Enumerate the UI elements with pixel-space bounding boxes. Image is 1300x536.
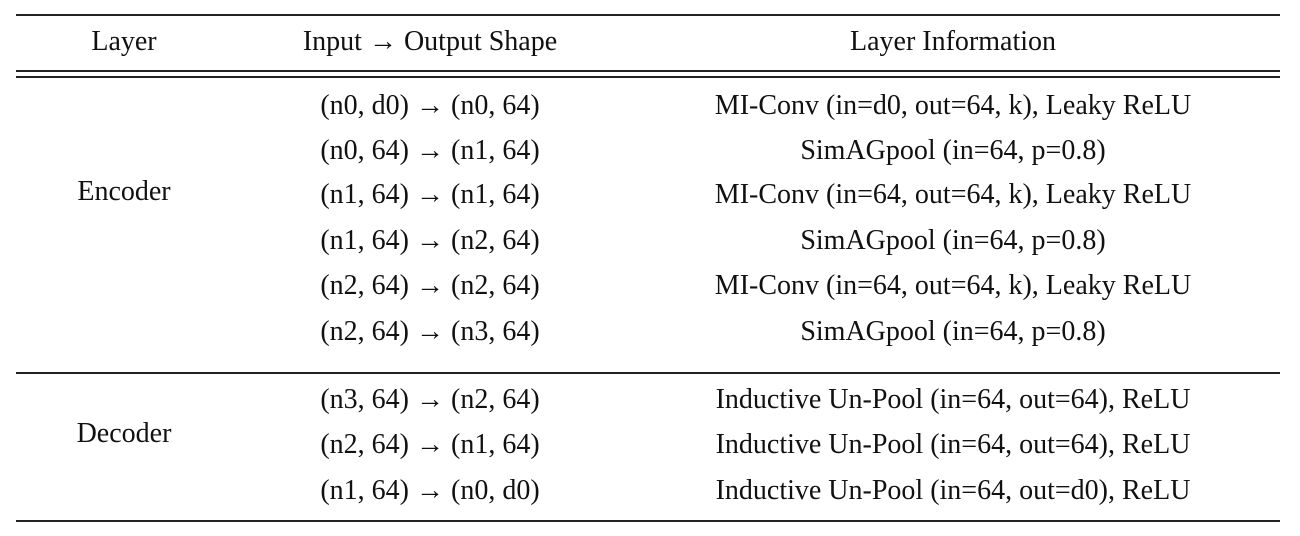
table-row-info: MI-Conv (in=d0, out=64, k), Leaky ReLU	[714, 90, 1192, 121]
header-rule-lower	[16, 76, 1280, 78]
table-row-info: Inductive Un-Pool (in=64, out=d0), ReLU	[715, 475, 1191, 506]
section-divider-rule	[16, 372, 1280, 374]
header-shape: Input → Output Shape	[302, 26, 558, 57]
header-layer: Layer	[91, 26, 157, 57]
table-row-shape: (n1, 64) → (n0, d0)	[320, 475, 540, 506]
table-row-shape: (n0, 64) → (n1, 64)	[320, 135, 540, 166]
table-row-info: SimAGpool (in=64, p=0.8)	[800, 316, 1106, 347]
table-row-info: Inductive Un-Pool (in=64, out=64), ReLU	[715, 384, 1191, 415]
table-row-info: MI-Conv (in=64, out=64, k), Leaky ReLU	[714, 270, 1192, 301]
table-row-info: SimAGpool (in=64, p=0.8)	[800, 135, 1106, 166]
table-top-rule	[16, 14, 1280, 16]
table-bottom-rule	[16, 520, 1280, 522]
group-label-encoder: Encoder	[77, 176, 171, 207]
table-row-info: MI-Conv (in=64, out=64, k), Leaky ReLU	[714, 179, 1192, 210]
table-row-shape: (n1, 64) → (n2, 64)	[320, 225, 540, 256]
table-row-shape: (n2, 64) → (n1, 64)	[320, 429, 540, 460]
table-row-info: SimAGpool (in=64, p=0.8)	[800, 225, 1106, 256]
table-row-shape: (n1, 64) → (n1, 64)	[320, 179, 540, 210]
header-rule-upper	[16, 70, 1280, 72]
table-row-shape: (n0, d0) → (n0, 64)	[320, 90, 540, 121]
table-row-shape: (n3, 64) → (n2, 64)	[320, 384, 540, 415]
group-label-decoder: Decoder	[76, 418, 172, 449]
table-row-shape: (n2, 64) → (n2, 64)	[320, 270, 540, 301]
header-info: Layer Information	[849, 26, 1057, 57]
table-row-info: Inductive Un-Pool (in=64, out=64), ReLU	[715, 429, 1191, 460]
table-row-shape: (n2, 64) → (n3, 64)	[320, 316, 540, 347]
